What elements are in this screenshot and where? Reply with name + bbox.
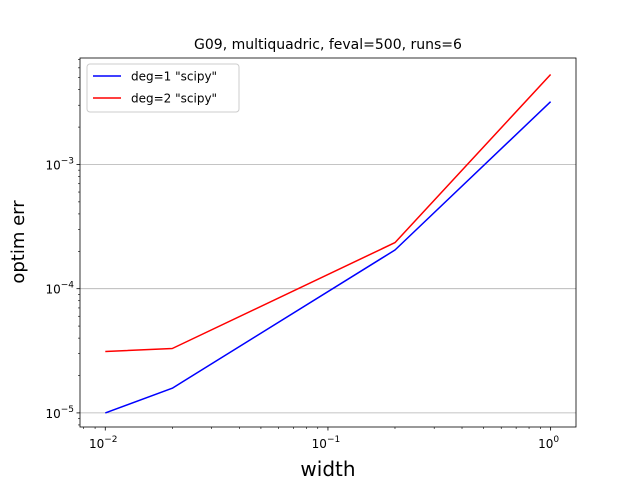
legend-box: [86, 63, 240, 113]
series-line-1: [105, 101, 552, 414]
x-tick-label: 100: [538, 435, 559, 451]
x-tick-label: 10−2: [89, 435, 118, 451]
x-axis-ticks: 10−2 10−1 100: [83, 427, 559, 451]
y-tick-label: 10−3: [45, 156, 74, 172]
y-tick-label: 10−4: [45, 281, 74, 297]
y-axis-label: optim err: [8, 200, 29, 284]
y-axis-ticks: 10−5 10−4 10−3: [45, 59, 80, 426]
grid-lines: [80, 164, 576, 414]
legend: deg=1 "scipy" deg=2 "scipy": [86, 63, 240, 113]
chart-title: G09, multiquadric, feval=500, runs=6: [194, 37, 462, 53]
legend-label-1: deg=1 "scipy": [131, 70, 217, 84]
series-line-2: [105, 73, 552, 353]
series-group: [105, 73, 552, 414]
x-axis-label: width: [300, 457, 355, 480]
legend-label-2: deg=2 "scipy": [131, 92, 217, 106]
x-tick-label: 10−1: [312, 435, 341, 451]
y-tick-label: 10−5: [45, 405, 74, 421]
